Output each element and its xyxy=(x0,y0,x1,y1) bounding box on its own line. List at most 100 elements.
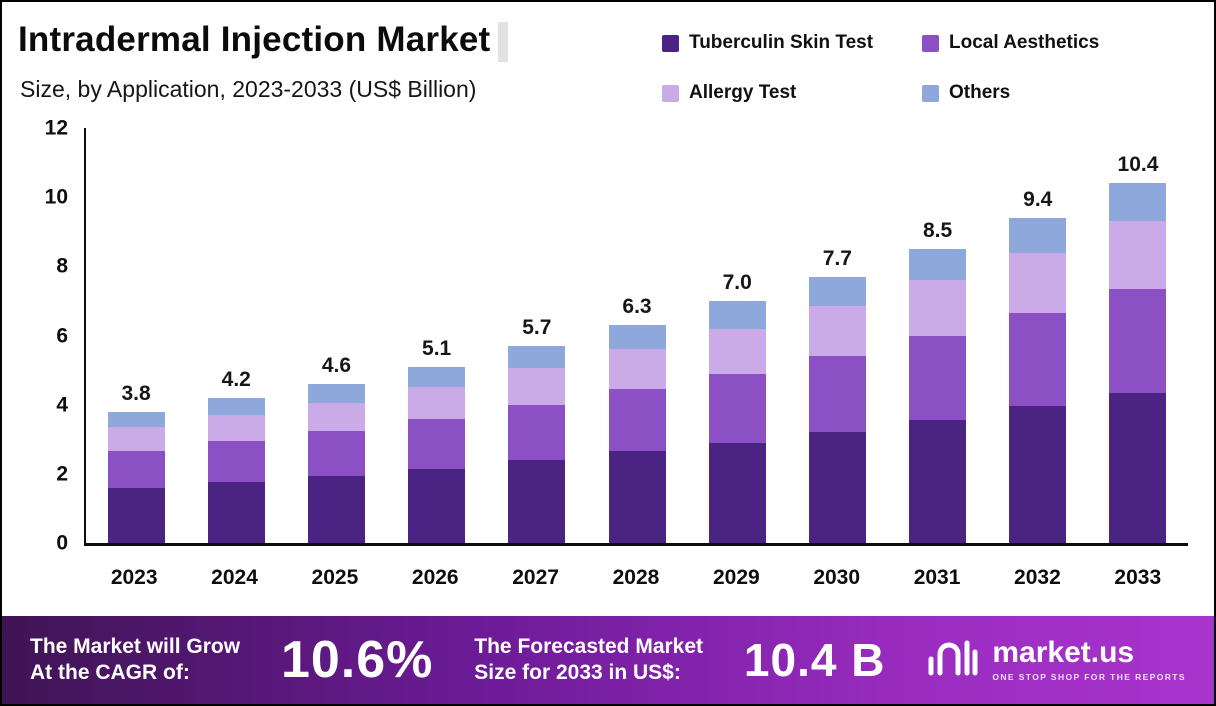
y-axis-tick-label: 12 xyxy=(44,116,68,140)
bar-segment xyxy=(207,440,265,483)
bar-stack xyxy=(307,383,365,543)
bar-segment xyxy=(107,487,165,543)
bar-segment xyxy=(808,432,866,543)
bar-column: 5.1 xyxy=(387,128,487,543)
bar-stack xyxy=(608,325,666,543)
bar-total-label: 7.7 xyxy=(822,246,852,270)
legend-label: Others xyxy=(949,82,1011,103)
bar-segment xyxy=(708,328,766,374)
bar-column: 9.4 xyxy=(988,128,1088,543)
bar-column: 5.7 xyxy=(487,128,587,543)
y-axis: 0 2 4 6 8 10 12 xyxy=(20,118,84,554)
brand-block: market.us ONE STOP SHOP FOR THE REPORTS xyxy=(926,637,1186,684)
legend-label: Tuberculin Skin Test xyxy=(689,32,874,53)
footer-banner: The Market will Grow At the CAGR of: 10.… xyxy=(2,616,1214,704)
bar-segment xyxy=(1109,221,1167,289)
marketus-logo-icon xyxy=(926,637,980,684)
bar-total-label: 7.0 xyxy=(722,270,752,294)
legend-item-others: Others xyxy=(922,82,1174,104)
bar-segment xyxy=(1109,288,1167,393)
y-axis-tick-label: 6 xyxy=(56,324,68,347)
x-axis-label: 2029 xyxy=(712,566,760,589)
bar-column: 3.8 xyxy=(86,128,186,543)
forecast-label-line2: Size for 2033 in US$: xyxy=(474,661,681,684)
bar-total-label: 8.5 xyxy=(922,219,953,243)
legend-swatch-local-aesthetics xyxy=(922,34,939,52)
bar-segment xyxy=(708,300,766,329)
bar-column: 7.7 xyxy=(787,128,887,543)
bar-stack xyxy=(909,249,967,543)
bar-segment xyxy=(408,418,466,469)
bar-total-label: 5.7 xyxy=(522,315,552,339)
legend-label: Allergy Test xyxy=(689,82,797,103)
bar-segment xyxy=(207,397,265,416)
legend-item-local-aesthetics: Local Aesthetics xyxy=(922,32,1174,54)
y-axis-tick-label: 2 xyxy=(56,462,68,486)
legend-item-allergy-test: Allergy Test xyxy=(662,82,912,104)
bar-segment xyxy=(608,349,666,390)
bar-segment xyxy=(808,306,866,357)
x-axis: 2023 2024 2025 2026 2027 2028 2029 2030 2031 2032… xyxy=(84,566,1188,590)
bar-stack xyxy=(408,366,466,543)
bar-segment xyxy=(307,402,365,431)
bar-segment xyxy=(107,451,165,488)
stacked-bar-chart: 0 2 4 6 8 10 12 3.8 4.2 4.6 5.1 5.7 6.3 7.0 7.7 8.5 9.4… xyxy=(20,118,1188,590)
x-axis-label: 2027 xyxy=(512,566,559,589)
bar-segment xyxy=(708,442,766,543)
legend-label: Local Aesthetics xyxy=(949,32,1100,53)
bar-segment xyxy=(408,366,466,388)
legend-swatch-tuberculin-skin-test xyxy=(662,34,679,52)
x-axis-label: 2033 xyxy=(1114,566,1162,589)
bar-segment xyxy=(508,404,566,460)
page-title: Intradermal Injection Market xyxy=(18,18,499,62)
bar-segment xyxy=(508,345,566,369)
bar-segment xyxy=(207,482,265,543)
y-axis-tick-label: 0 xyxy=(56,531,68,555)
bar-total-label: 10.4 xyxy=(1117,153,1159,177)
bar-segment xyxy=(1109,183,1167,222)
bar-column: 10.4 xyxy=(1088,128,1188,543)
x-axis-label: 2025 xyxy=(311,566,359,589)
bar-segment xyxy=(107,427,165,452)
x-axis-label: 2030 xyxy=(813,566,861,589)
bar-segment xyxy=(508,460,566,543)
bar-stack xyxy=(207,397,265,543)
bar-total-label: 6.3 xyxy=(622,295,652,319)
bar-segment xyxy=(307,430,365,476)
legend-item-tuberculin-skin-test: Tuberculin Skin Test xyxy=(662,32,912,54)
cagr-label-line1: The Market will Grow xyxy=(30,634,241,658)
bar-segment xyxy=(508,368,566,405)
bar-column: 6.3 xyxy=(587,128,687,543)
bar-total-label: 5.1 xyxy=(422,336,452,360)
bar-total-label: 3.8 xyxy=(121,381,151,405)
bar-segment xyxy=(909,280,967,336)
bar-stack xyxy=(808,276,866,543)
bar-stack xyxy=(508,345,566,543)
brand-tagline: ONE STOP SHOP FOR THE REPORTS xyxy=(992,672,1186,683)
bar-column: 7.0 xyxy=(687,128,787,543)
bar-segment xyxy=(608,451,666,543)
cagr-label: The Market will Grow At the CAGR of: xyxy=(30,634,240,687)
bar-column: 8.5 xyxy=(888,128,988,543)
bar-segment xyxy=(1109,392,1167,543)
forecast-label-line1: The Forecasted Market xyxy=(474,634,704,658)
bar-segment xyxy=(909,420,967,543)
bar-segment xyxy=(808,356,866,433)
cagr-value: 10.6% xyxy=(280,631,434,689)
bar-stack xyxy=(107,411,165,543)
y-axis-tick-label: 4 xyxy=(56,393,68,417)
x-axis-label: 2024 xyxy=(211,566,258,589)
bar-segment xyxy=(1009,313,1067,407)
page-subtitle: Size, by Application, 2023-2033 (US$ Bil… xyxy=(20,76,477,102)
bar-segment xyxy=(107,411,165,428)
plot-area: 3.8 4.2 4.6 5.1 5.7 6.3 7.0 7.7 8.5 9.4 10.4 xyxy=(84,128,1188,546)
bar-segment xyxy=(1009,217,1067,253)
y-axis-tick-label: 8 xyxy=(56,254,68,278)
bar-segment xyxy=(808,276,866,307)
x-axis-label: 2026 xyxy=(411,566,459,589)
bar-total-label: 9.4 xyxy=(1023,187,1053,211)
bar-total-label: 4.2 xyxy=(221,367,251,391)
x-axis-label: 2028 xyxy=(612,566,660,589)
bar-segment xyxy=(909,335,967,421)
bar-segment xyxy=(207,415,265,441)
